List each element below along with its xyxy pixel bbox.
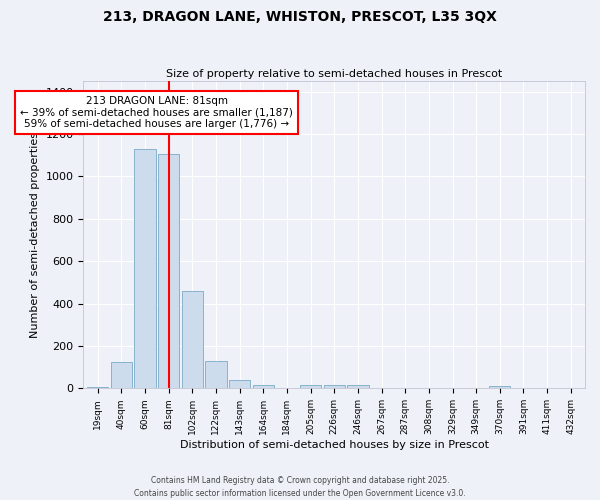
Bar bbox=[489, 386, 511, 388]
Text: Contains HM Land Registry data © Crown copyright and database right 2025.
Contai: Contains HM Land Registry data © Crown c… bbox=[134, 476, 466, 498]
Bar bbox=[300, 384, 321, 388]
Bar bbox=[182, 291, 203, 388]
Text: 213 DRAGON LANE: 81sqm
← 39% of semi-detached houses are smaller (1,187)
59% of : 213 DRAGON LANE: 81sqm ← 39% of semi-det… bbox=[20, 96, 293, 129]
Bar bbox=[253, 384, 274, 388]
Text: 213, DRAGON LANE, WHISTON, PRESCOT, L35 3QX: 213, DRAGON LANE, WHISTON, PRESCOT, L35 … bbox=[103, 10, 497, 24]
Bar bbox=[229, 380, 250, 388]
X-axis label: Distribution of semi-detached houses by size in Prescot: Distribution of semi-detached houses by … bbox=[180, 440, 489, 450]
Bar bbox=[347, 384, 368, 388]
Y-axis label: Number of semi-detached properties: Number of semi-detached properties bbox=[30, 132, 40, 338]
Bar bbox=[205, 361, 227, 388]
Bar bbox=[323, 384, 345, 388]
Bar bbox=[158, 154, 179, 388]
Bar bbox=[110, 362, 132, 388]
Title: Size of property relative to semi-detached houses in Prescot: Size of property relative to semi-detach… bbox=[166, 69, 502, 79]
Bar bbox=[134, 149, 155, 388]
